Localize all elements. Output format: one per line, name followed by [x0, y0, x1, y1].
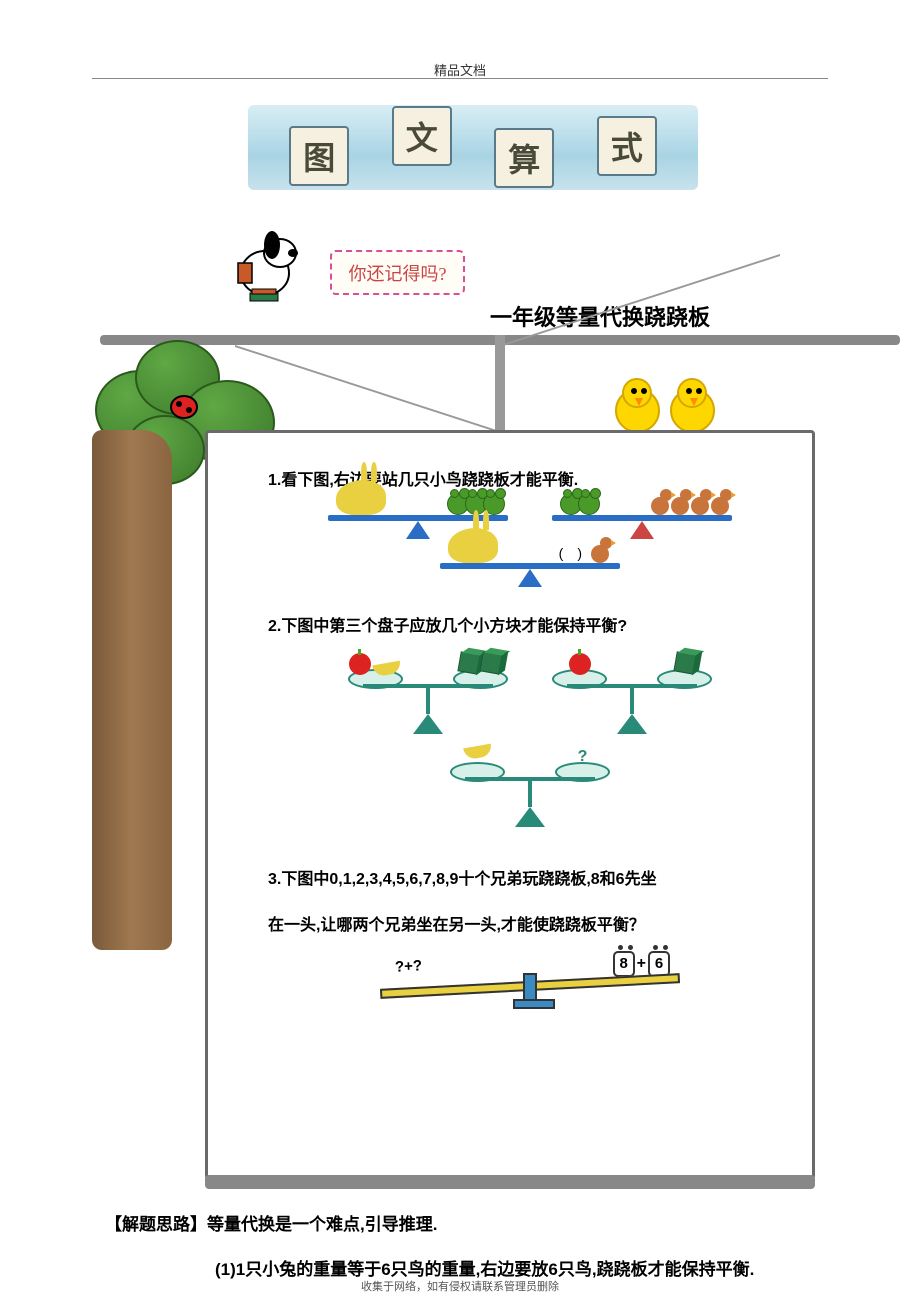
q2-scale-row1 — [268, 654, 792, 739]
cube-icon — [480, 652, 503, 675]
screen-bottom-bar — [205, 1175, 815, 1189]
cube-icon — [458, 652, 481, 675]
q3-number-8: 8 — [613, 951, 635, 977]
q2-scale-row2: ? — [268, 747, 792, 832]
plus-sign: + — [637, 955, 646, 973]
question-3-text: 3.下图中0,1,2,3,4,5,6,7,8,9十个兄弟玩跷跷板,8和6先坐 — [268, 862, 792, 897]
solution-line-1: (1)1只小兔的重量等于6只鸟的重量,右边要放6只鸟,跷跷板才能保持平衡. — [215, 1255, 754, 1280]
banana-icon — [372, 661, 402, 678]
page-footer: 收集于网络，如有侵权请联系管理员删除 — [0, 1278, 920, 1294]
bird-icon — [591, 545, 609, 563]
apple-icon — [349, 653, 371, 675]
cube-icon — [673, 652, 696, 675]
bird-icon — [651, 497, 669, 515]
title-banner: 图 文 算 式 — [248, 105, 698, 190]
banner-char-3: 算 — [494, 128, 554, 188]
rabbit-icon — [336, 480, 386, 515]
q3-seesaw: ?+? 8 + 6 — [380, 953, 680, 1013]
bird-icon — [711, 497, 729, 515]
bird-icon — [691, 497, 709, 515]
banner-char-2: 文 — [392, 106, 452, 166]
projector-screen: 1.看下图,右边要站几只小鸟跷跷板才能平衡. ( ) 2.下图中第三个盘子应放几… — [205, 430, 815, 1180]
banana-icon — [463, 744, 493, 761]
frog-icon — [578, 493, 600, 515]
q3-left-label: ?+? — [395, 957, 423, 975]
apple-icon — [569, 653, 591, 675]
q1-seesaw-row1 — [268, 508, 792, 526]
banner-char-1: 图 — [289, 126, 349, 186]
rabbit-icon — [448, 528, 498, 563]
snoopy-icon — [220, 225, 315, 310]
banner-char-4: 式 — [597, 116, 657, 176]
reminder-bubble: 你还记得吗? — [330, 250, 465, 295]
answer-blank: ( ) — [559, 543, 582, 563]
tree-trunk — [92, 430, 172, 950]
question-3-text-line2: 在一头,让哪两个兄弟坐在另一头,才能使跷跷板平衡？ — [268, 908, 792, 943]
chick-icon — [665, 378, 720, 433]
page-header: 精品文档 — [0, 60, 920, 79]
ladybug-icon — [170, 395, 198, 419]
q1-seesaw-row2: ( ) — [268, 556, 792, 574]
solution-heading: 【解题思路】等量代换是一个难点,引导推理. — [105, 1210, 437, 1235]
question-mark: ? — [572, 746, 594, 768]
header-divider — [92, 78, 828, 79]
question-2-text: 2.下图中第三个盘子应放几个小方块才能保持平衡? — [268, 609, 792, 644]
bird-icon — [671, 497, 689, 515]
chick-icon — [610, 378, 665, 433]
